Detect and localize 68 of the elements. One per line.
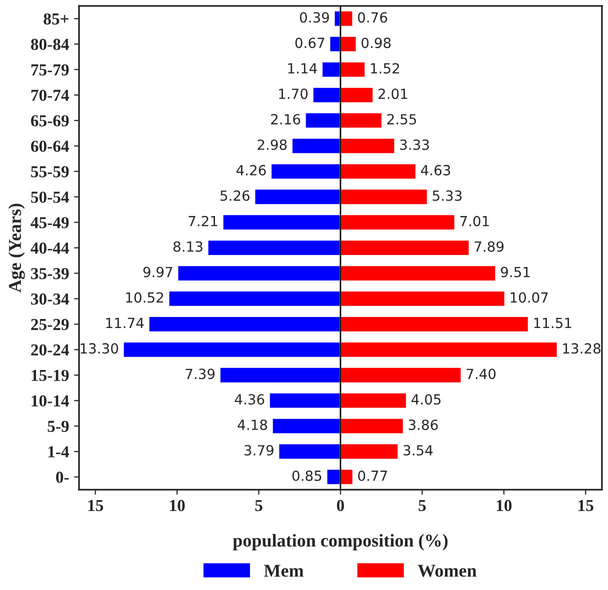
data-label: 11.51 [534,318,572,328]
y-tick-label: 40-44 [30,242,70,254]
data-label: 3.79 [244,445,274,456]
y-tick-label: 70-74 [31,90,70,101]
data-label: 0.39 [300,12,329,23]
data-label: 9.51 [500,266,530,278]
x-tick-label: 5 [255,500,262,512]
data-label: 0.98 [362,38,391,48]
data-label: 1.14 [288,63,317,74]
data-label: 5.33 [432,190,462,201]
data-label: 10.52 [126,292,164,303]
data-label: 5.26 [220,190,250,201]
data-label: 0.76 [358,12,388,23]
data-label: 13.28 [563,343,600,354]
y-tick-label: 10-14 [32,395,70,407]
x-tick-label: 5 [418,500,426,512]
x-tick-label: 15 [578,500,594,512]
y-tick-label: 35-39 [31,268,69,280]
y-tick-label: 80-84 [30,38,70,50]
y-tick-label: 65-69 [31,115,69,126]
data-label: 10.07 [510,292,548,303]
data-label: 7.21 [188,216,218,226]
x-tick-label: 15 [88,500,104,512]
data-label: 3.33 [400,139,429,150]
y-tick-label: 85+ [44,13,68,25]
y-tick-label: 20-24 [31,344,70,356]
data-label: 13.30 [80,343,118,354]
y-axis-title: Age (Years) [8,204,25,292]
data-label: 0.85 [292,470,322,481]
data-label: 7.89 [474,241,504,252]
y-tick-label: 55-59 [31,166,69,178]
x-axis-title: population composition (%) [232,534,448,550]
y-tick-label: 75-79 [31,64,69,76]
y-tick-label: 25-29 [31,318,69,330]
data-label: 4.36 [234,394,264,405]
data-label: 9.97 [143,266,172,278]
x-tick-label: 10 [496,500,512,512]
data-label: 8.13 [173,241,202,252]
data-label: 2.01 [378,88,408,100]
data-label: 4.18 [238,420,268,430]
x-tick-label: 0 [336,500,344,512]
y-tick-label: 1-4 [48,446,70,458]
data-label: 7.39 [186,368,215,380]
data-label: 3.86 [408,420,438,430]
data-label: 7.40 [466,368,496,380]
data-label: 3.54 [404,445,433,456]
y-tick-label: 45-49 [30,217,69,228]
y-tick-label: 50-54 [31,192,70,203]
y-tick-label: 15-19 [32,370,69,382]
data-label: 1.70 [279,88,308,100]
data-label: 2.16 [271,114,300,125]
data-label: 4.05 [412,394,441,405]
data-label: 2.55 [387,114,416,125]
data-label: 0.77 [358,470,387,481]
data-label: 4.26 [236,164,266,176]
y-tick-label: 5-9 [48,420,69,432]
legend-label: Mem [264,564,304,577]
y-tick-label: 60-64 [31,140,70,152]
data-label: 7.01 [460,216,489,226]
y-tick-label: 0- [56,472,69,483]
data-label: 1.52 [371,63,400,74]
legend-label: Women [418,564,477,577]
data-label: 4.63 [420,164,450,176]
data-label: 0.67 [295,38,324,48]
data-label: 2.98 [258,139,287,150]
x-tick-label: 10 [170,500,185,512]
data-label: 11.74 [106,318,144,328]
y-tick-label: 30-34 [31,293,70,305]
